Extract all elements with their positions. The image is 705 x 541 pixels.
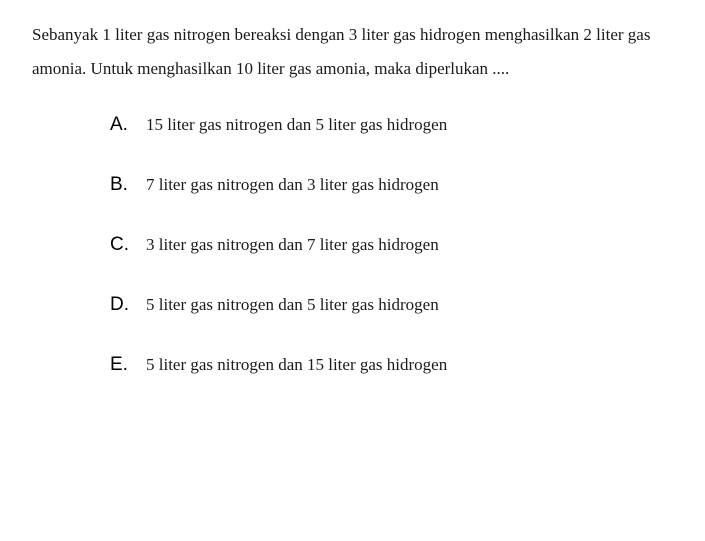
option-b: B. 7 liter gas nitrogen dan 3 liter gas … (110, 174, 673, 196)
option-c: C. 3 liter gas nitrogen dan 7 liter gas … (110, 234, 673, 256)
option-letter: E. (110, 354, 146, 376)
option-a: A. 15 liter gas nitrogen dan 5 liter gas… (110, 114, 673, 136)
option-text: 5 liter gas nitrogen dan 15 liter gas hi… (146, 355, 447, 375)
options-container: A. 15 liter gas nitrogen dan 5 liter gas… (32, 114, 673, 376)
option-text: 15 liter gas nitrogen dan 5 liter gas hi… (146, 115, 447, 135)
option-letter: B. (110, 174, 146, 196)
option-letter: A. (110, 114, 146, 136)
option-text: 7 liter gas nitrogen dan 3 liter gas hid… (146, 175, 439, 195)
option-d: D. 5 liter gas nitrogen dan 5 liter gas … (110, 294, 673, 316)
option-text: 3 liter gas nitrogen dan 7 liter gas hid… (146, 235, 439, 255)
option-letter: C. (110, 234, 146, 256)
option-text: 5 liter gas nitrogen dan 5 liter gas hid… (146, 295, 439, 315)
option-e: E. 5 liter gas nitrogen dan 15 liter gas… (110, 354, 673, 376)
option-letter: D. (110, 294, 146, 316)
question-text: Sebanyak 1 liter gas nitrogen bereaksi d… (32, 18, 673, 86)
